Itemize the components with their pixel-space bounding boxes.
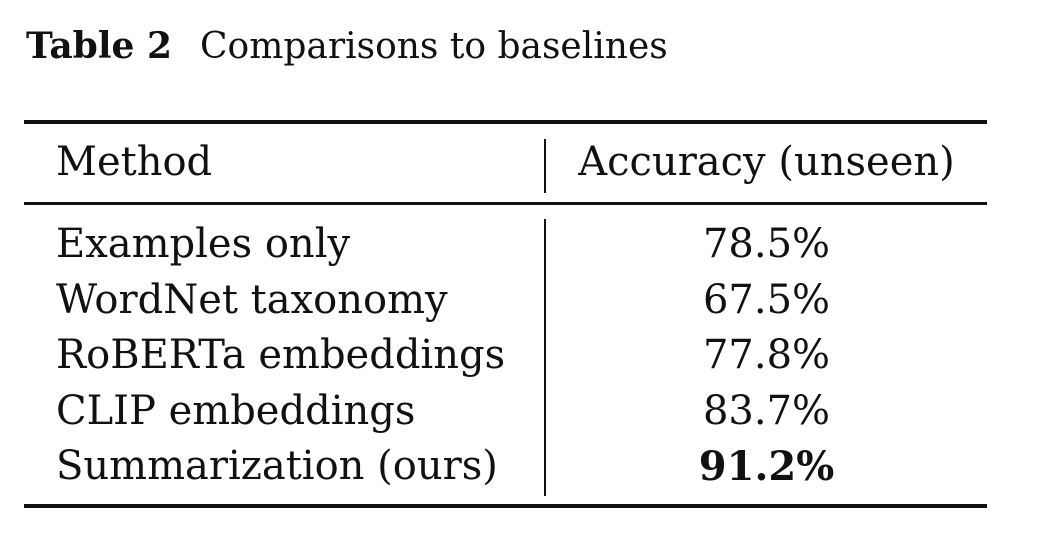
table-caption: Table 2 Comparisons to baselines [26, 24, 668, 69]
table-row: Examples only 78.5% [0, 217, 1041, 273]
accuracy-cell: 67.5% [702, 276, 831, 323]
accuracy-cell: 83.7% [702, 387, 831, 434]
accuracy-cell: 78.5% [702, 221, 831, 267]
top-rule [24, 120, 987, 124]
accuracy-cell: 77.8% [702, 332, 831, 378]
table-row: Summarization (ours) 91.2% [0, 439, 1041, 495]
header-column-divider [544, 139, 546, 193]
accuracy-cell-best: 91.2% [698, 443, 835, 490]
method-cell: Summarization (ours) [56, 443, 498, 489]
table-row: RoBERTa embeddings 77.8% [0, 328, 1041, 384]
header-method: Method [56, 139, 213, 185]
header-accuracy: Accuracy (unseen) [578, 139, 955, 185]
table-row: CLIP embeddings 83.7% [0, 384, 1041, 440]
method-cell: CLIP embeddings [56, 387, 416, 434]
bottom-rule [24, 504, 987, 508]
table-body: Examples only 78.5% WordNet taxonomy 67.… [0, 217, 1041, 495]
body-column-divider [544, 219, 546, 496]
method-cell: Examples only [56, 221, 351, 267]
method-cell: WordNet taxonomy [56, 276, 448, 323]
table-row: WordNet taxonomy 67.5% [0, 273, 1041, 329]
header-rule [24, 202, 987, 205]
caption-text: Comparisons to baselines [200, 26, 668, 67]
table-number: Table 2 [26, 25, 173, 67]
method-cell: RoBERTa embeddings [56, 332, 506, 378]
